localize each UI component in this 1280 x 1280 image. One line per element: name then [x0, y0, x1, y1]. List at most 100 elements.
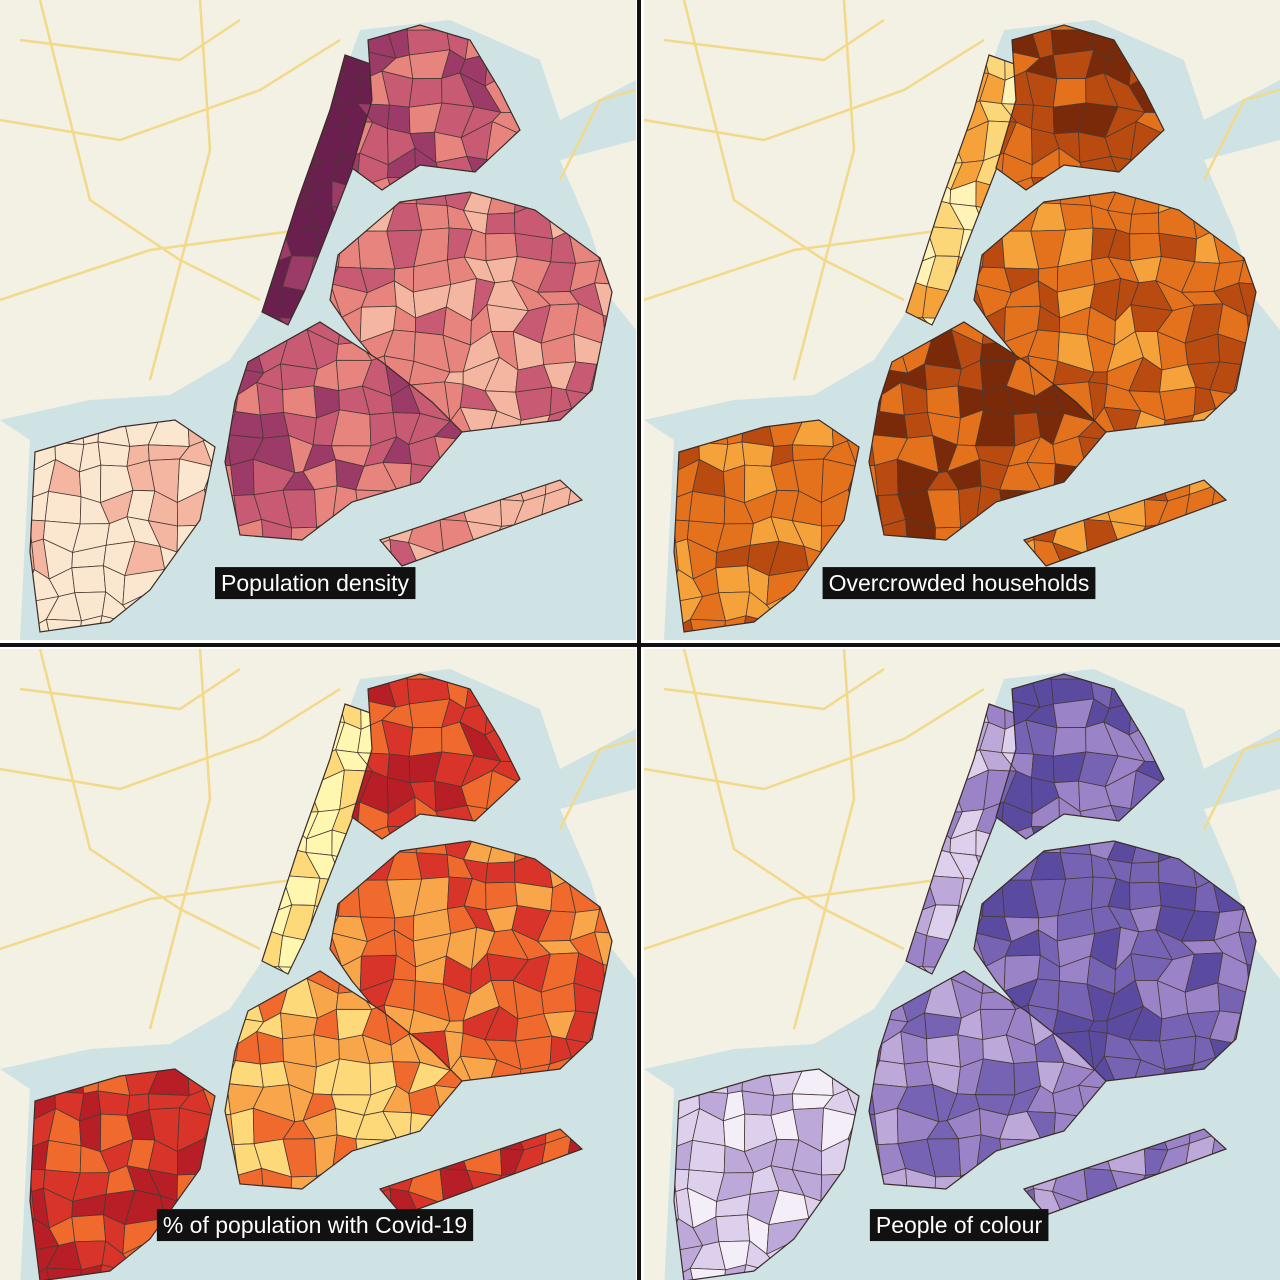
neighbourhood — [1129, 212, 1160, 235]
borough-outline — [29, 1068, 216, 1280]
neighbourhood — [905, 1167, 936, 1189]
neighbourhood — [688, 1139, 726, 1174]
land — [0, 420, 30, 640]
road — [792, 649, 856, 1030]
borough-outline — [378, 1128, 584, 1216]
label-background — [156, 1209, 474, 1242]
neighbourhood — [230, 1107, 255, 1146]
road — [682, 649, 905, 951]
neighbourhood — [874, 1107, 899, 1146]
road — [0, 687, 341, 791]
neighbourhood — [1129, 861, 1160, 884]
neighbourhood — [905, 518, 936, 540]
road — [644, 877, 945, 951]
neighbourhood — [1059, 203, 1094, 231]
neighbourhood — [1238, 282, 1256, 322]
neighbourhood — [1129, 881, 1162, 911]
borough-outline — [868, 970, 1107, 1190]
neighbourhood — [594, 282, 612, 322]
borough-outline — [329, 191, 613, 433]
road — [0, 38, 341, 142]
land — [644, 649, 1280, 1069]
label-background — [869, 1209, 1049, 1242]
neighbourhood — [874, 458, 899, 497]
neighbourhood — [715, 565, 751, 594]
panel-label: % of population with Covid-19 — [163, 1212, 467, 1238]
neighbourhood — [261, 1167, 292, 1189]
neighbourhood — [408, 78, 443, 108]
neighbourhood — [459, 1055, 498, 1081]
neighbourhood — [1052, 78, 1087, 108]
label-background — [822, 567, 1096, 600]
panel-label: Overcrowded households — [829, 570, 1090, 596]
neighbourhood — [485, 861, 516, 884]
neighbourhood — [688, 490, 726, 525]
land — [560, 789, 636, 979]
label-background — [215, 567, 416, 600]
borough-outline — [351, 673, 521, 840]
borough-outline — [1022, 479, 1228, 567]
neighbourhood — [741, 1090, 775, 1116]
borough-outline — [973, 191, 1257, 433]
road — [558, 737, 636, 830]
map-panel — [0, 0, 636, 640]
borough-outline — [673, 419, 860, 633]
borough-outline — [29, 419, 216, 633]
land — [644, 1069, 674, 1280]
neighbourhood — [594, 931, 612, 971]
neighbourhood — [1129, 232, 1162, 262]
borough-outline — [973, 840, 1257, 1082]
road — [792, 0, 856, 381]
road — [19, 667, 241, 711]
road — [663, 18, 885, 62]
neighbourhood — [485, 232, 518, 262]
divider — [0, 643, 1280, 647]
panel-label: Population density — [221, 570, 409, 596]
road — [148, 649, 212, 1030]
neighbourhood — [261, 518, 292, 540]
borough-outline — [378, 479, 584, 567]
borough-outline — [224, 321, 463, 541]
land — [560, 140, 636, 330]
road — [644, 228, 945, 302]
map-panel — [644, 649, 1280, 1280]
borough-outline — [995, 24, 1165, 191]
neighbourhood — [1059, 852, 1094, 880]
map-panel — [0, 649, 636, 1280]
neighbourhood — [71, 1214, 107, 1243]
borough-outline — [1022, 1128, 1228, 1216]
borough-outline — [673, 1068, 860, 1280]
panel-label: People of colour — [876, 1212, 1043, 1238]
neighbourhood — [485, 881, 518, 911]
land — [1204, 140, 1280, 330]
road — [0, 877, 301, 951]
neighbourhood — [485, 212, 516, 235]
road — [682, 0, 905, 302]
land — [644, 420, 674, 640]
neighbourhood — [97, 441, 131, 467]
neighbourhood — [1238, 931, 1256, 971]
road — [0, 228, 301, 302]
map-panel — [644, 0, 1280, 640]
neighbourhood — [230, 458, 255, 497]
road — [148, 0, 212, 381]
neighbourhood — [1052, 727, 1087, 757]
land — [0, 1069, 30, 1280]
borough-outline — [995, 673, 1165, 840]
road — [663, 667, 885, 711]
road — [644, 687, 985, 791]
neighbourhood — [415, 203, 450, 231]
borough-outline — [351, 24, 521, 191]
neighbourhood — [44, 490, 82, 525]
land — [644, 0, 1280, 420]
road — [1202, 737, 1280, 830]
neighbourhood — [741, 441, 775, 467]
borough-outline — [868, 321, 1107, 541]
neighbourhood — [44, 1139, 82, 1174]
land — [1204, 789, 1280, 979]
road — [1202, 88, 1280, 181]
borough-outline — [224, 970, 463, 1190]
road — [644, 38, 985, 142]
neighbourhood — [715, 1214, 751, 1243]
